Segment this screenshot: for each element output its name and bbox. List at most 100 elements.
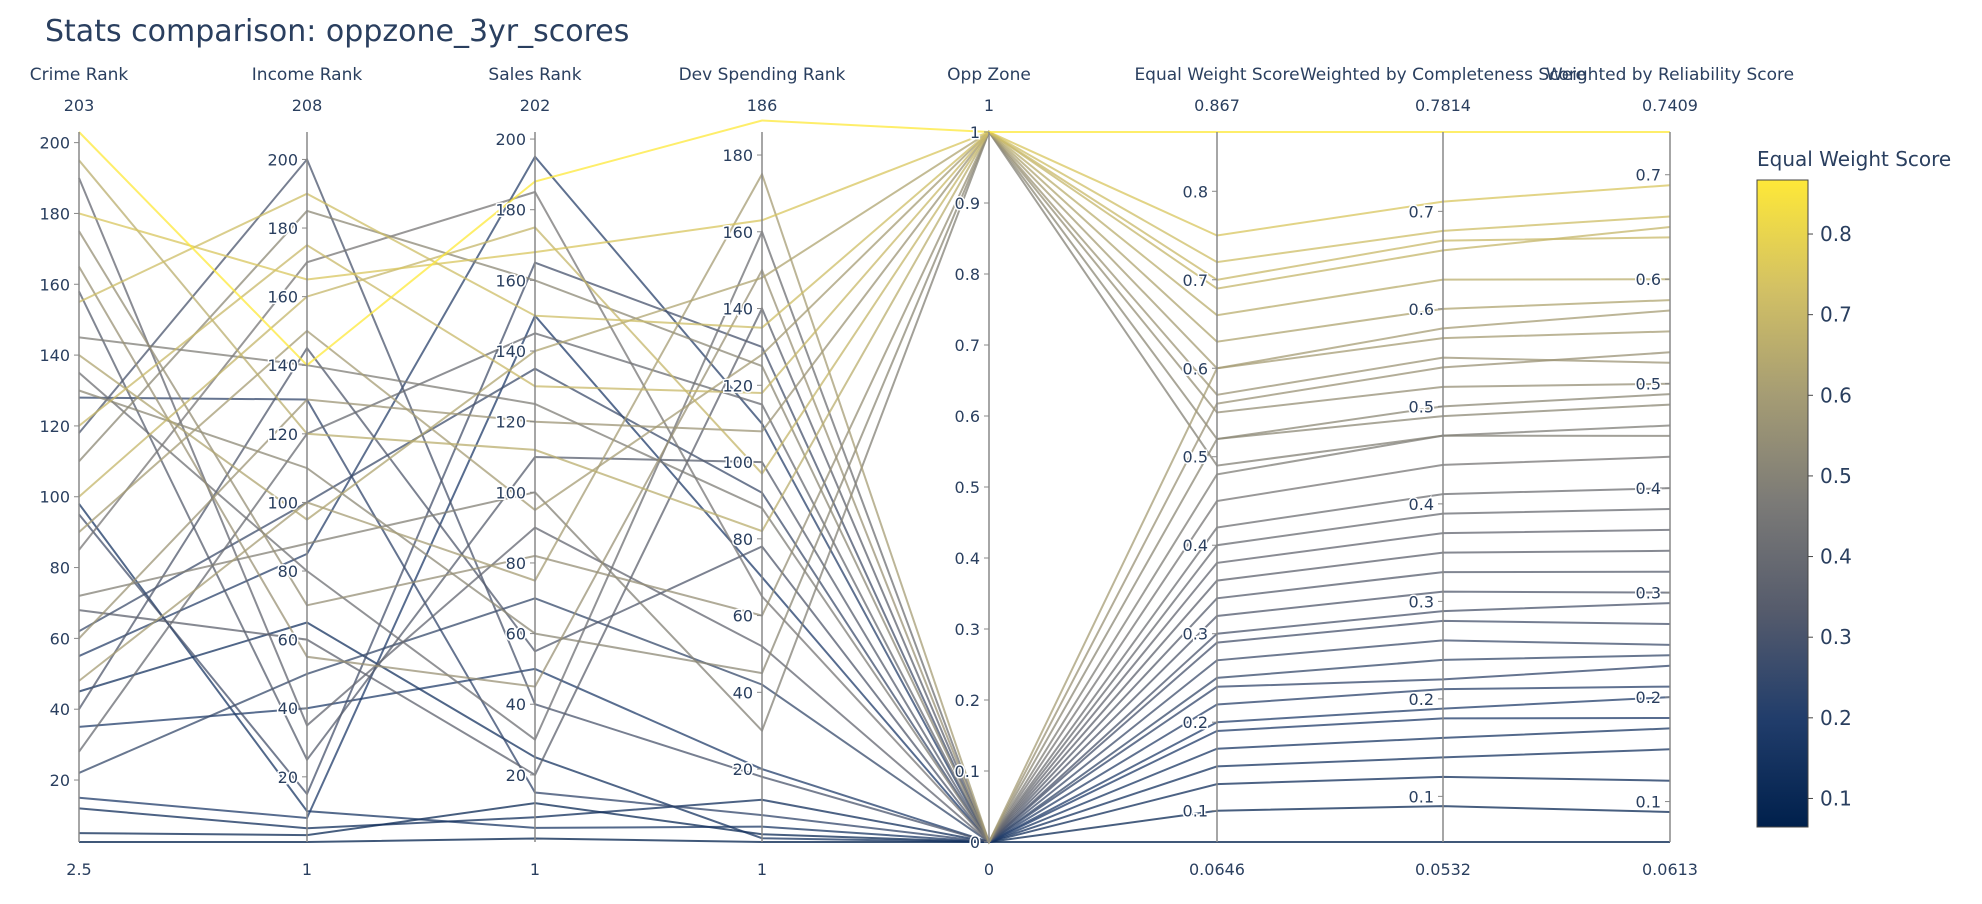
axis-tick-label: 0.5	[1183, 448, 1208, 467]
axis-2[interactable]: Income Rank20812040608010012014016018020…	[252, 65, 363, 879]
axis-range-max: 0.867	[1194, 96, 1240, 115]
axis-tick-label: 0.7	[1183, 271, 1208, 290]
axis-tick-label: 200	[39, 134, 70, 153]
axis-tick-label: 100	[722, 453, 753, 472]
axis-tick-label: 0.1	[1183, 802, 1208, 821]
axis-tick-label: 140	[495, 342, 526, 361]
axis-tick-label: 60	[733, 607, 753, 626]
axis-tick-label: 0.2	[1409, 690, 1434, 709]
axis-tick-label: 0.7	[955, 336, 980, 355]
axis-tick-label: 0.5	[1409, 397, 1434, 416]
axis-tick-label: 120	[722, 376, 753, 395]
data-line	[78, 396, 1671, 844]
data-line	[78, 336, 1671, 844]
axis-tick-label: 0	[970, 833, 980, 852]
axis-tick-label: 0.4	[955, 549, 980, 568]
colorbar-tick-label: 0.8	[1820, 222, 1852, 246]
data-line	[78, 177, 1671, 844]
data-line	[78, 130, 1671, 640]
axis-8[interactable]: Weighted by Reliability Score 0.7409 0.061…	[1546, 65, 1794, 879]
axis-tick-label: 160	[267, 288, 298, 307]
axis-tick-label: 0.3	[1636, 584, 1661, 603]
axis-tick-label: 200	[495, 130, 526, 149]
data-line	[78, 209, 1671, 845]
axis-tick-label: 0.7	[1409, 202, 1434, 221]
colorbar-tick-label: 0.1	[1820, 786, 1852, 810]
axis-tick-label: 0.3	[1409, 592, 1434, 611]
axis-tick-label: 20	[278, 768, 298, 787]
data-line	[78, 802, 1671, 844]
axis-tick-label: 40	[278, 699, 298, 718]
axis-range-max: 202	[520, 96, 551, 115]
axis-tick-label: 0.2	[1183, 713, 1208, 732]
data-line	[79, 837, 1670, 843]
axis-tick-label: 0.4	[1636, 479, 1661, 498]
data-line	[78, 129, 1671, 733]
axis-4[interactable]: Dev Spending Rank18612040608010012014016…	[679, 65, 846, 879]
data-line	[78, 130, 1671, 498]
axis-tick-label: 100	[267, 493, 298, 512]
data-line	[78, 171, 1671, 845]
axis-tick-label: 60	[50, 629, 70, 648]
axis-range-min: 0	[984, 860, 994, 879]
data-line	[78, 621, 1671, 844]
axis-tick-label: 140	[39, 346, 70, 365]
chart-title: Stats comparison: oppzone_3yr_scores	[45, 14, 630, 49]
colorbar-title: Equal Weight Score	[1757, 147, 1951, 171]
data-line	[78, 130, 1671, 617]
axis-1[interactable]: Crime Rank 203 2.5 20 40 60 80 100 120 140 160 180 2…	[30, 65, 129, 879]
data-line	[78, 130, 1671, 281]
axis-tick-label: 80	[278, 562, 298, 581]
data-line	[78, 154, 1671, 844]
data-line	[78, 130, 1671, 521]
axis-label: Crime Rank	[30, 65, 129, 85]
axis-range-max: 1	[984, 96, 994, 115]
axis-tick-label: 0.6	[1409, 300, 1434, 319]
axis-tick-label: 120	[39, 417, 70, 436]
colorbar-tick-label: 0.6	[1820, 383, 1852, 407]
axis-label: Income Rank	[252, 65, 363, 85]
axis-tick-label: 0.1	[955, 762, 980, 781]
axis-tick-label: 140	[722, 300, 753, 319]
colorbar-tick-label: 0.3	[1820, 625, 1852, 649]
colorbar-tick-label: 0.7	[1820, 303, 1852, 327]
axis-tick-label: 180	[267, 219, 298, 238]
axis-tick-label: 0.8	[955, 265, 980, 284]
axis-tick-label: 0.5	[1636, 375, 1661, 394]
axis-label: Weighted by Reliability Score	[1546, 65, 1794, 85]
data-line	[78, 261, 1671, 844]
data-line	[78, 503, 1671, 844]
colorbar-tick-label: 0.5	[1820, 464, 1852, 488]
data-line	[78, 313, 1671, 844]
data-line	[78, 367, 1671, 844]
data-line	[78, 346, 1671, 844]
data-line	[78, 119, 1670, 367]
data-line	[78, 190, 1671, 844]
axis-tick-label: 60	[278, 631, 298, 650]
data-line	[78, 290, 1671, 844]
axis-range-min: 0.0646	[1189, 860, 1245, 879]
axis-tick-label: 0.9	[955, 194, 980, 213]
axis-tick-label: 0.4	[1183, 536, 1208, 555]
axis-tick-label: 40	[733, 683, 753, 702]
axis-range-max: 208	[292, 96, 323, 115]
axis-tick-label: 160	[39, 275, 70, 294]
axis-range-min: 0.0613	[1642, 860, 1698, 879]
axis-7[interactable]: Weighted by Completeness Score 0.7814 0.05…	[1300, 65, 1586, 879]
axis-5[interactable]: Opp Zone 1 00 0.1 0.2 0.3 0.4 0.5 0.6 0.7 0.8 0.9 1	[947, 65, 1031, 879]
axis-tick-label: 0.2	[1636, 688, 1661, 707]
axis-tick-label: 0.4	[1409, 495, 1434, 514]
axis-tick-label: 0.1	[1636, 793, 1661, 812]
colorbar-gradient	[1756, 179, 1809, 828]
axis-range-min: 1	[757, 860, 767, 879]
colorbar-tick-label: 0.2	[1820, 706, 1852, 730]
data-line	[78, 130, 1671, 533]
axis-6[interactable]: Equal Weight Score 0.867 0.0646 0.1 0.2 0.3 0.…	[1134, 65, 1299, 879]
axis-tick-label: 0.6	[1636, 270, 1661, 289]
data-line	[78, 130, 1671, 533]
axis-tick-label: 0.8	[1183, 182, 1208, 201]
axis-tick-label: 200	[267, 150, 298, 169]
axis-tick-label: 80	[733, 530, 753, 549]
